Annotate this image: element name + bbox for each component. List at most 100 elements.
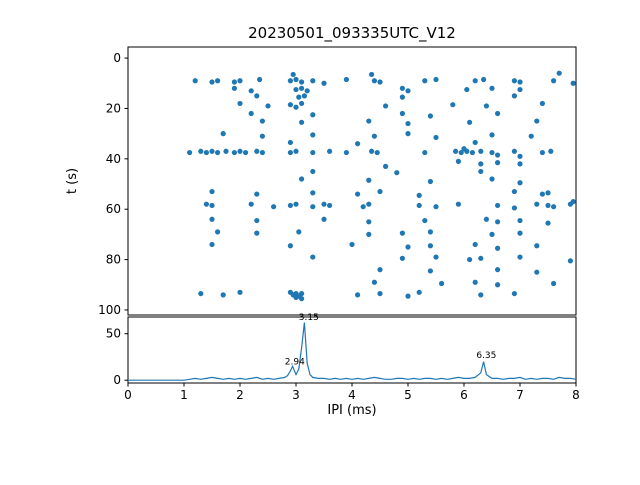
scatter-point (321, 216, 327, 222)
scatter-point (293, 76, 299, 83)
scatter-point (355, 141, 361, 147)
scatter-point (455, 201, 461, 207)
scatter-point (310, 149, 316, 156)
scatter-point (517, 161, 523, 167)
scatter-point (310, 254, 316, 260)
scatter-point (299, 79, 305, 85)
scatter-point (299, 176, 305, 182)
scatter-point (209, 216, 215, 222)
scatter-point (296, 229, 302, 235)
scatter-point (299, 85, 305, 91)
scatter-point (366, 201, 372, 207)
scatter-point (455, 158, 461, 164)
x-tick-label: 4 (348, 388, 356, 402)
scatter-point (489, 176, 495, 182)
scatter-point (287, 139, 293, 146)
scatter-axes-spine (127, 46, 577, 316)
scatter-point (495, 245, 501, 251)
scatter-point (287, 78, 293, 84)
scatter-point (399, 94, 405, 100)
scatter-point (511, 148, 517, 154)
scatter-point (495, 160, 501, 166)
scatter-point (366, 118, 372, 124)
scatter-point (422, 78, 428, 84)
scatter-point (321, 201, 327, 207)
scatter-point (296, 94, 302, 100)
scatter-point (517, 86, 523, 93)
scatter-point (243, 149, 249, 156)
peak-annotation: 6.35 (476, 351, 496, 361)
x-axis-label: IPI (ms) (327, 403, 376, 418)
scatter-point (539, 149, 546, 156)
peak-annotation: 3.15 (299, 313, 319, 323)
scatter-point (489, 149, 495, 156)
scatter-point (517, 153, 523, 159)
scatter-point (248, 88, 254, 94)
scatter-point (539, 100, 546, 107)
scatter-point (551, 204, 557, 210)
x-tick-label: 6 (460, 388, 468, 402)
scatter-point (371, 279, 377, 285)
scatter-point (534, 243, 540, 249)
y-tick-label: 60 (106, 202, 121, 216)
scatter-point (539, 191, 546, 197)
scatter-point (248, 110, 254, 117)
scatter-point (399, 230, 405, 236)
scatter-point (299, 100, 305, 107)
scatter-point (433, 204, 439, 210)
chart-title: 20230501_093335UTC_V12 (248, 24, 456, 43)
scatter-point (299, 119, 305, 125)
scatter-point (310, 112, 316, 118)
scatter-point (209, 188, 215, 195)
scatter-point (405, 120, 411, 127)
scatter-point (321, 80, 327, 86)
scatter-point (237, 148, 243, 154)
scatter-subplot: 0 20 40 60 80 100 (98, 46, 577, 317)
scatter-point (517, 79, 523, 85)
scatter-point (265, 103, 271, 109)
scatter-point (369, 148, 375, 154)
x-tick-label: 5 (404, 388, 412, 402)
scatter-point (198, 148, 204, 154)
histogram-line (128, 322, 577, 381)
scatter-point (310, 132, 316, 138)
scatter-point (556, 70, 562, 76)
histogram-subplot: 0 50 0 1 2 3 4 5 6 7 8 2.94 3.15 6.35 (106, 313, 580, 402)
scatter-point (489, 132, 495, 138)
scatter-point (467, 119, 473, 125)
scatter-point (293, 104, 299, 110)
y-tick-label: 20 (106, 101, 121, 115)
scatter-point (469, 149, 475, 156)
scatter-point (377, 188, 383, 195)
x-tick-label: 1 (180, 388, 188, 402)
scatter-point (534, 201, 540, 207)
scatter-point (394, 170, 400, 176)
scatter-point (310, 190, 316, 196)
scatter-point (203, 149, 209, 156)
scatter-point (399, 255, 405, 261)
scatter-point (551, 78, 557, 84)
scatter-point (433, 254, 439, 260)
scatter-point (293, 86, 299, 93)
scatter-point (369, 71, 375, 78)
scatter-point (220, 292, 226, 298)
scatter-point (528, 133, 534, 139)
scatter-point (472, 139, 478, 146)
scatter-point (472, 279, 478, 285)
scatter-point (545, 190, 551, 196)
scatter-point (215, 229, 221, 235)
scatter-point (478, 292, 484, 298)
scatter-point (220, 131, 226, 137)
scatter-point (545, 202, 551, 209)
x-tick-label: 0 (124, 388, 132, 402)
scatter-point (416, 289, 422, 295)
scatter-point (489, 231, 495, 237)
scatter-point (237, 289, 243, 295)
scatter-point (371, 133, 377, 139)
scatter-point (259, 133, 265, 139)
scatter-point (517, 254, 523, 260)
y-tick-label: 80 (106, 253, 121, 267)
scatter-point (481, 76, 487, 83)
scatter-point (327, 148, 333, 154)
